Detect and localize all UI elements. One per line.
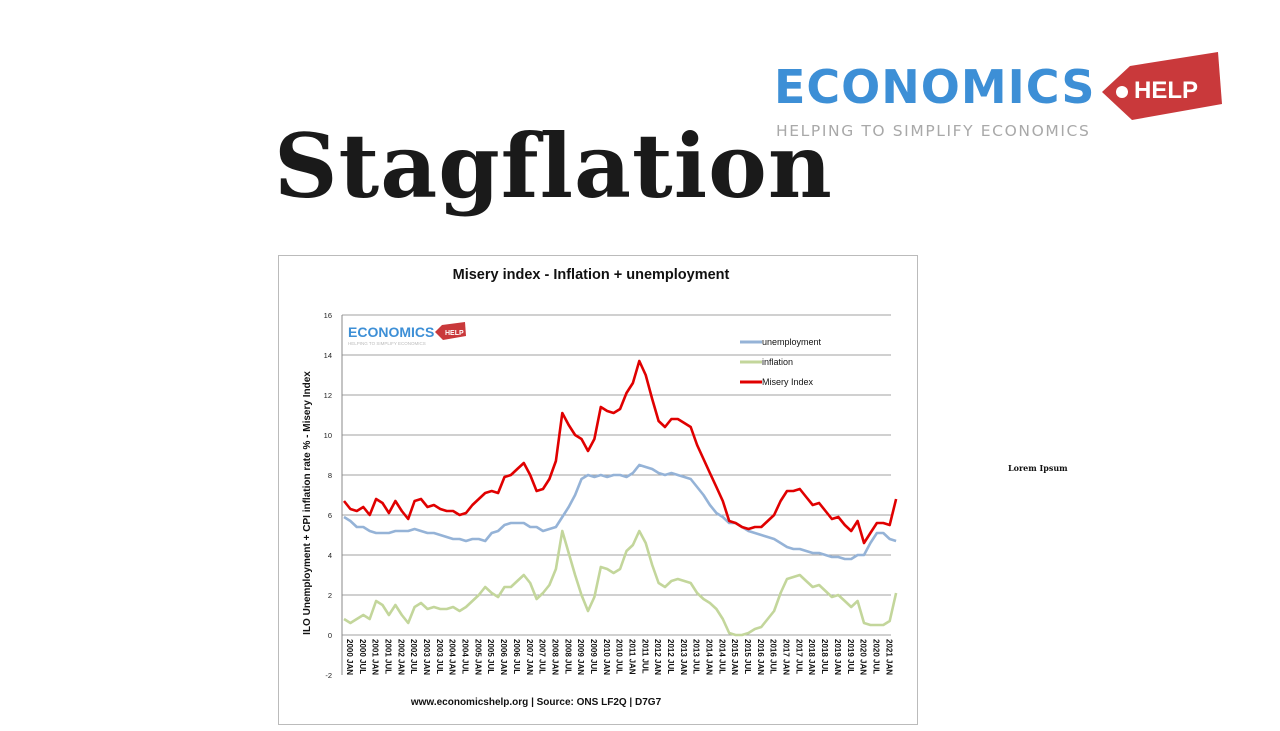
x-tick-label: 2004 JUL [461, 639, 470, 674]
y-tick-label: 2 [328, 591, 332, 600]
x-tick-label: 2019 JAN [833, 639, 842, 675]
chart-watermark-logo: ECONOMICS HELP HELPING TO SIMPLIFY ECONO… [348, 322, 466, 346]
y-tick-label: 8 [328, 471, 332, 480]
x-tick-label: 2007 JAN [525, 639, 534, 675]
x-tick-label: 2009 JAN [576, 639, 585, 675]
side-note: Lorem Ipsum [1008, 463, 1068, 473]
chart-container: Misery index - Inflation + unemployment … [278, 255, 918, 725]
x-tick-label: 2012 JUL [666, 639, 675, 674]
y-tick-label: 16 [324, 311, 332, 320]
x-tick-label: 2013 JAN [679, 639, 688, 675]
x-tick-label: 2010 JUL [615, 639, 624, 674]
y-tick-label: 0 [328, 631, 332, 640]
logo-tag-icon: HELP [1102, 52, 1222, 120]
x-tick-label: 2014 JUL [717, 639, 726, 674]
legend-label: inflation [762, 357, 793, 367]
x-tick-label: 2015 JUL [743, 639, 752, 674]
x-tick-label: 2005 JUL [486, 639, 495, 674]
x-tick-label: 2018 JUL [820, 639, 829, 674]
x-tick-label: 2011 JAN [627, 639, 636, 675]
x-tick-label: 2016 JUL [769, 639, 778, 674]
x-tick-label: 2011 JUL [640, 639, 649, 674]
logo-wordmark: ECONOMICS [774, 60, 1096, 114]
chart-source: www.economicshelp.org | Source: ONS LF2Q… [410, 697, 662, 708]
page-title: Stagflation [274, 114, 833, 218]
x-tick-label: 2002 JUL [409, 639, 418, 674]
x-tick-label: 2012 JAN [653, 639, 662, 675]
x-tick-label: 2001 JAN [371, 639, 380, 675]
x-tick-label: 2019 JUL [846, 639, 855, 674]
y-tick-label: 4 [328, 551, 332, 560]
x-tick-label: 2008 JUL [563, 639, 572, 674]
x-tick-label: 2004 JAN [448, 639, 457, 675]
legend-label: Misery Index [762, 377, 814, 387]
svg-text:HELPING TO SIMPLIFY ECONOMICS: HELPING TO SIMPLIFY ECONOMICS [348, 341, 426, 346]
x-tick-label: 2003 JAN [422, 639, 431, 675]
series-line-unemployment [343, 463, 897, 561]
series-line-inflation [343, 529, 898, 637]
economics-help-logo: ECONOMICS HELP HELPING TO SIMPLIFY ECONO… [772, 52, 1227, 142]
x-tick-label: 2015 JAN [730, 639, 739, 675]
x-tick-label: 2002 JAN [396, 639, 405, 675]
svg-text:ECONOMICS: ECONOMICS [348, 324, 434, 340]
x-tick-label: 2020 JUL [871, 639, 880, 674]
y-tick-label: 12 [324, 391, 332, 400]
y-axis-label: ILO Unemployment + CPI inflation rate % … [302, 371, 313, 635]
x-tick-label: 2013 JUL [692, 639, 701, 674]
x-tick-label: 2000 JAN [345, 639, 354, 675]
svg-text:HELP: HELP [445, 330, 464, 337]
series-line-misery-index [342, 359, 898, 545]
x-tick-label: 2018 JAN [807, 639, 816, 675]
x-tick-label: 2008 JAN [550, 639, 559, 675]
y-tick-label: 10 [324, 431, 332, 440]
y-tick-label: 14 [324, 351, 332, 360]
x-tick-label: 2000 JUL [358, 639, 367, 674]
x-tick-label: 2006 JUL [512, 639, 521, 674]
x-tick-label: 2014 JAN [705, 639, 714, 675]
x-tick-label: 2003 JUL [435, 639, 444, 674]
x-tick-label: 2007 JUL [538, 639, 547, 674]
x-tick-label: 2006 JAN [499, 639, 508, 675]
x-tick-label: 2017 JUL [794, 639, 803, 674]
y-tick-label: 6 [328, 511, 332, 520]
x-tick-label: 2020 JAN [859, 639, 868, 675]
chart-title: Misery index - Inflation + unemployment [453, 267, 730, 283]
logo-tagline: HELPING TO SIMPLIFY ECONOMICS [776, 122, 1091, 140]
x-tick-label: 2017 JAN [782, 639, 791, 675]
x-tick-label: 2016 JAN [756, 639, 765, 675]
misery-index-chart: Misery index - Inflation + unemployment … [302, 267, 898, 708]
y-tick-label: -2 [325, 671, 332, 680]
x-tick-label: 2009 JUL [589, 639, 598, 674]
logo-tag-text: HELP [1134, 77, 1198, 104]
legend-label: unemployment [762, 337, 822, 347]
x-tick-label: 2021 JAN [884, 639, 893, 675]
x-tick-label: 2010 JAN [602, 639, 611, 675]
x-tick-label: 2005 JAN [473, 639, 482, 675]
x-tick-label: 2001 JUL [384, 639, 393, 674]
